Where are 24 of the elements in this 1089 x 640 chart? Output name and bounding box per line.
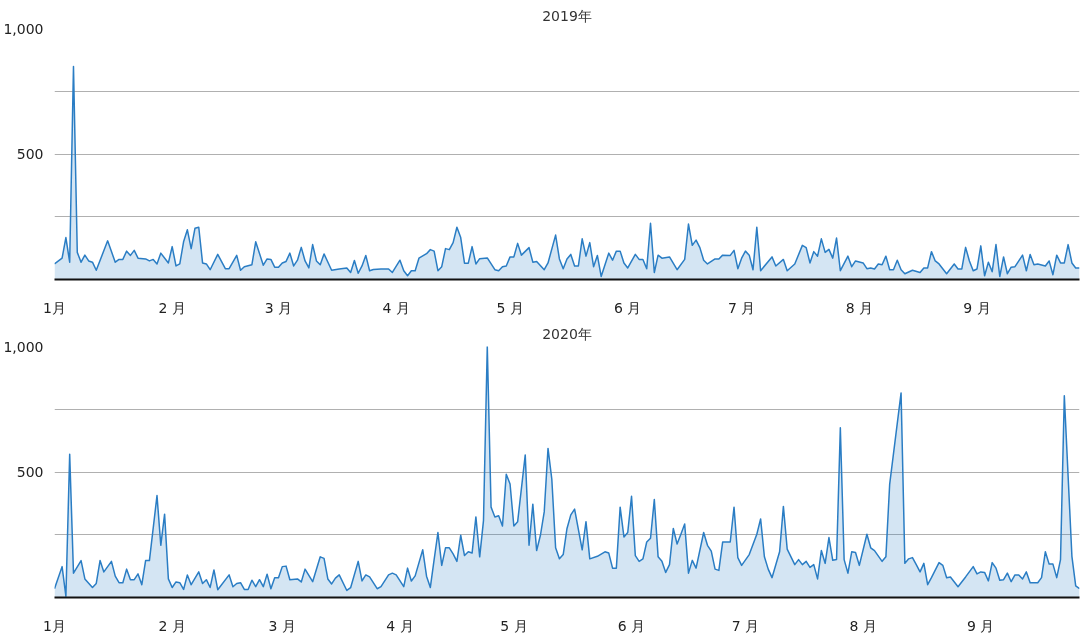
x-tick-label: 5 月	[496, 299, 524, 316]
x-tick-label: 6 月	[617, 617, 646, 634]
x-tick-label: 7 月	[727, 299, 756, 316]
x-tick-label: 8 月	[849, 617, 877, 634]
x-tick-label: 2 月	[158, 617, 186, 634]
x-tick-label: 1月	[43, 617, 66, 634]
chart-title: 2020年	[542, 325, 592, 342]
y-tick-label: 500	[16, 146, 44, 162]
chart-title: 2019年	[542, 7, 592, 24]
x-tick-label: 3 月	[264, 299, 293, 316]
x-tick-label: 7 月	[731, 617, 760, 634]
x-tick-label: 3 月	[268, 617, 296, 634]
x-tick-label: 4 月	[386, 617, 414, 634]
x-tick-label: 9 月	[967, 617, 995, 634]
y-tick-label: 500	[16, 464, 44, 480]
x-tick-label: 5 月	[500, 617, 528, 634]
x-tick-label: 8 月	[845, 299, 873, 316]
x-tick-label: 9 月	[963, 299, 991, 316]
x-tick-label: 1月	[43, 299, 66, 316]
y-tick-label: 1,000	[3, 20, 44, 37]
x-tick-label: 6 月	[614, 299, 642, 316]
x-tick-label: 4 月	[382, 299, 410, 316]
y-tick-label: 1,000	[3, 338, 44, 355]
x-tick-label: 2 月	[158, 299, 186, 316]
